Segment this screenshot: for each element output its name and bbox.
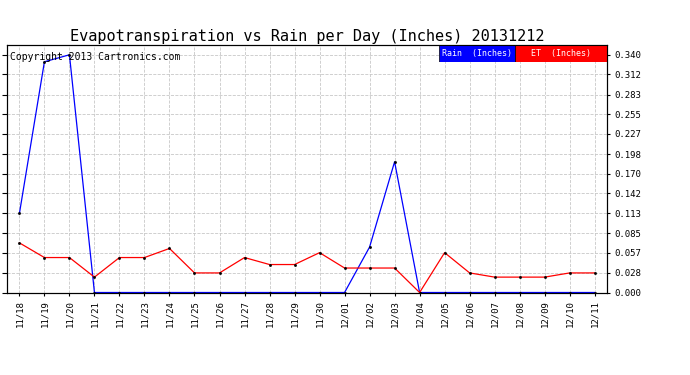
Text: Copyright 2013 Cartronics.com: Copyright 2013 Cartronics.com: [10, 53, 180, 62]
Title: Evapotranspiration vs Rain per Day (Inches) 20131212: Evapotranspiration vs Rain per Day (Inch…: [70, 29, 544, 44]
